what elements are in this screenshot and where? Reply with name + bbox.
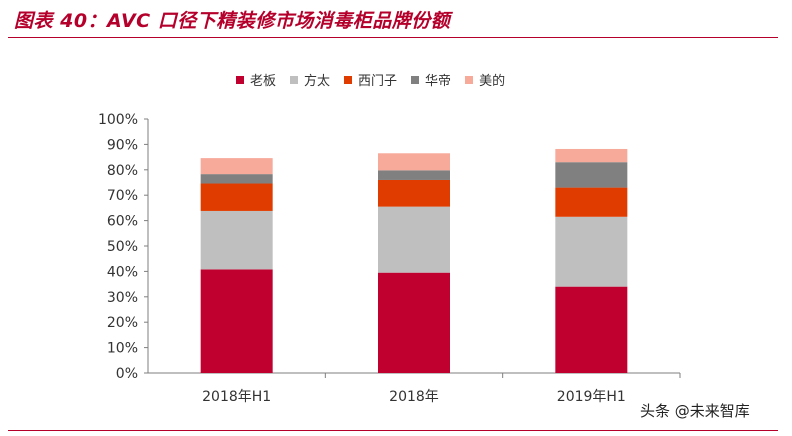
bar-segment — [378, 170, 450, 180]
bar-segment — [555, 187, 628, 217]
chart-bars — [200, 148, 628, 373]
x-tick-label: 2018年H1 — [202, 389, 271, 405]
legend-label: 美的 — [479, 74, 506, 89]
y-tick-label: 70% — [107, 188, 138, 204]
y-tick-label: 80% — [107, 163, 138, 179]
bar-segment — [200, 158, 273, 175]
y-tick-label: 30% — [107, 290, 138, 306]
legend-item-fangtai: 方太 — [290, 70, 330, 89]
y-tick-label: 10% — [107, 341, 138, 357]
y-tick-label: 20% — [107, 315, 138, 331]
watermark: 头条 @未来智库 — [640, 402, 750, 420]
bar-segment — [200, 183, 273, 211]
bar-segment — [200, 174, 273, 184]
bar-segment — [200, 269, 273, 373]
y-tick-label: 90% — [107, 137, 138, 153]
footer-rule — [8, 430, 778, 431]
title-rule — [8, 37, 778, 38]
bar-segment — [378, 206, 450, 273]
y-tick-label: 60% — [107, 214, 138, 230]
bar-segment — [378, 272, 450, 373]
legend-item-vatti: 华帝 — [411, 70, 451, 89]
legend-swatch — [236, 75, 244, 84]
legend-label: 老板 — [250, 74, 277, 89]
x-tick-label: 2018年 — [389, 389, 439, 405]
legend-label: 西门子 — [358, 74, 398, 89]
chart-legend: 老板 方太 西门子 华帝 美的 — [236, 70, 505, 89]
x-tick-label: 2019年H1 — [557, 389, 626, 405]
bar-segment — [378, 153, 450, 171]
y-tick-label: 40% — [107, 264, 138, 280]
legend-item-midea: 美的 — [465, 70, 505, 89]
figure-title: 图表 40：AVC 口径下精装修市场消毒柜品牌份额 — [14, 10, 451, 32]
chart-tick-labels: 0% 10% 20% 30% 40% 50% 60% 70% 80% 90% 100% 2018年H1… — [98, 112, 626, 405]
legend-swatch — [290, 75, 299, 84]
y-tick-label: 100% — [98, 112, 138, 128]
bar-segment — [200, 210, 273, 270]
legend-swatch — [465, 75, 474, 84]
bar-segment — [555, 148, 628, 163]
bar-segment — [555, 286, 628, 373]
legend-label: 方太 — [304, 74, 331, 89]
y-tick-label: 0% — [116, 366, 138, 382]
legend-label: 华帝 — [425, 74, 452, 89]
bar-segment — [555, 216, 628, 287]
legend-item-laoban: 老板 — [236, 70, 276, 89]
bar-segment — [555, 162, 628, 188]
legend-swatch — [411, 75, 420, 84]
y-tick-label: 50% — [107, 239, 138, 255]
legend-swatch — [344, 75, 353, 84]
legend-item-siemens: 西门子 — [344, 70, 397, 89]
bar-segment — [378, 179, 450, 207]
